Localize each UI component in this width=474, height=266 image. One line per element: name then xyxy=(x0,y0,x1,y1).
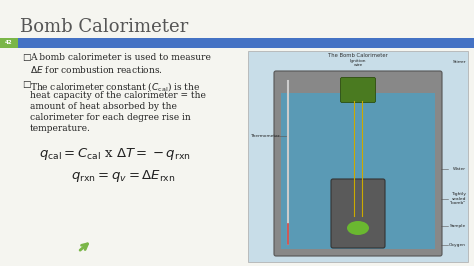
Text: Tightly
sealed
"bomb": Tightly sealed "bomb" xyxy=(450,192,466,205)
Text: calorimeter for each degree rise in: calorimeter for each degree rise in xyxy=(30,113,191,122)
Text: □: □ xyxy=(22,53,30,62)
Bar xyxy=(0,38,18,48)
Text: □: □ xyxy=(22,80,30,89)
Text: Bomb Calorimeter: Bomb Calorimeter xyxy=(20,18,188,36)
Text: amount of heat absorbed by the: amount of heat absorbed by the xyxy=(30,102,177,111)
Text: 42: 42 xyxy=(5,40,13,45)
Bar xyxy=(248,51,468,262)
Text: Oxygen: Oxygen xyxy=(449,243,466,247)
Text: heat capacity of the calorimeter = the: heat capacity of the calorimeter = the xyxy=(30,91,206,100)
Text: Thermometer: Thermometer xyxy=(250,134,280,138)
FancyBboxPatch shape xyxy=(331,179,385,248)
Text: A bomb calorimeter is used to measure: A bomb calorimeter is used to measure xyxy=(30,53,211,62)
Text: $q_\mathrm{rxn} = q_v = \Delta E_\mathrm{rxn}$: $q_\mathrm{rxn} = q_v = \Delta E_\mathrm… xyxy=(71,168,175,184)
Bar xyxy=(0,38,474,48)
Text: The Bomb Calorimeter: The Bomb Calorimeter xyxy=(328,53,388,58)
Text: Ignition
wire: Ignition wire xyxy=(350,59,366,67)
Ellipse shape xyxy=(347,221,369,235)
Text: Water: Water xyxy=(453,167,466,171)
Text: $\Delta E$ for combustion reactions.: $\Delta E$ for combustion reactions. xyxy=(30,64,163,75)
FancyBboxPatch shape xyxy=(340,77,375,102)
Text: $q_\mathrm{cal} = C_\mathrm{cal}$ x $\Delta T = -q_\mathrm{rxn}$: $q_\mathrm{cal} = C_\mathrm{cal}$ x $\De… xyxy=(39,146,191,162)
Text: Sample: Sample xyxy=(450,224,466,228)
Bar xyxy=(281,93,435,249)
Text: Stirrer: Stirrer xyxy=(453,60,466,64)
Text: The calorimeter constant ($C_\mathrm{cal}$) is the: The calorimeter constant ($C_\mathrm{cal… xyxy=(30,80,200,93)
FancyBboxPatch shape xyxy=(274,71,442,256)
Text: temperature.: temperature. xyxy=(30,124,91,133)
